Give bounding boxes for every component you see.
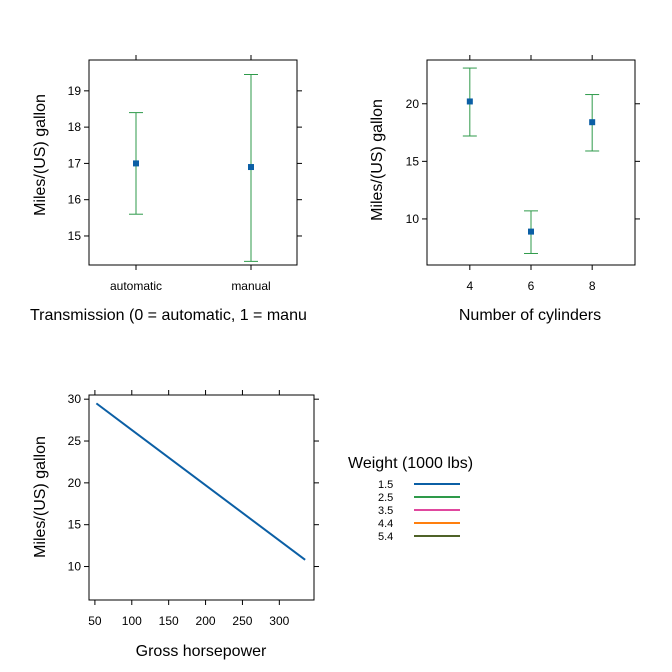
x-tick-label: 100 xyxy=(122,614,142,628)
y-tick-label: 30 xyxy=(68,392,82,406)
data-point xyxy=(133,160,139,167)
data-point xyxy=(466,98,473,105)
y-tick-label: 10 xyxy=(68,560,82,574)
x-axis-title: Number of cylinders xyxy=(459,307,601,324)
x-tick-label: 8 xyxy=(589,279,596,293)
panel-cylinders-marks xyxy=(462,67,600,254)
legend-title: Weight (1000 lbs) xyxy=(348,455,473,472)
panel-horsepower-frame xyxy=(88,394,315,601)
y-tick-label: 10 xyxy=(406,212,420,226)
x-axis-title: Transmission (0 = automatic, 1 = manu xyxy=(30,307,307,324)
y-tick-label: 25 xyxy=(68,434,82,448)
legend-label: 2.5 xyxy=(378,492,393,504)
panel-horsepower-marks xyxy=(95,402,306,561)
series-line xyxy=(95,402,306,561)
legend-label: 3.5 xyxy=(378,505,393,517)
y-tick-label: 20 xyxy=(406,97,420,111)
y-tick-label: 15 xyxy=(406,154,420,168)
data-point xyxy=(528,228,534,235)
legend-entries: 1.52.53.54.45.4 xyxy=(378,479,460,543)
legend-label: 1.5 xyxy=(378,479,393,491)
x-tick-label: automatic xyxy=(110,279,162,293)
x-tick-label: 6 xyxy=(528,279,535,293)
legend-label: 5.4 xyxy=(378,531,393,543)
x-tick-label: manual xyxy=(231,279,270,293)
x-tick-label: 250 xyxy=(232,614,252,628)
x-tick-label: 4 xyxy=(466,279,473,293)
y-tick-label: 18 xyxy=(68,120,82,134)
y-tick-label: 19 xyxy=(68,84,82,98)
data-point xyxy=(589,119,596,126)
panel-horsepower-ticks xyxy=(84,390,319,605)
legend-label: 4.4 xyxy=(378,518,393,530)
y-tick-label: 15 xyxy=(68,518,82,532)
y-tick-label: 17 xyxy=(68,156,82,170)
y-axis-title: Miles/(US) gallon xyxy=(369,99,386,221)
y-tick-label: 15 xyxy=(68,229,82,243)
panel-horsepower: 50 100 150 200 250 300 10 15 20 25 30 Gr… xyxy=(32,390,319,660)
y-axis-title: Miles/(US) gallon xyxy=(32,94,49,216)
legend: Weight (1000 lbs) 1.52.53.54.45.4 xyxy=(348,455,473,543)
x-tick-label: 200 xyxy=(196,614,216,628)
panel-transmission-ticks xyxy=(84,55,302,270)
data-point xyxy=(248,164,254,171)
x-tick-label: 300 xyxy=(269,614,289,628)
y-tick-label: 16 xyxy=(68,193,82,207)
x-tick-label: 150 xyxy=(159,614,179,628)
panel-transmission: automatic manual 15 16 17 18 19 Transmis… xyxy=(30,55,307,324)
x-tick-label: 50 xyxy=(88,614,102,628)
panel-transmission-marks xyxy=(129,74,258,262)
panel-cylinders: 4 6 8 10 15 20 Number of cylinders Miles… xyxy=(369,55,640,324)
y-tick-label: 20 xyxy=(68,476,82,490)
panel-cylinders-ticks xyxy=(422,55,640,270)
panel-transmission-frame xyxy=(88,59,298,266)
x-axis-title: Gross horsepower xyxy=(136,643,267,660)
y-axis-title: Miles/(US) gallon xyxy=(32,436,49,558)
